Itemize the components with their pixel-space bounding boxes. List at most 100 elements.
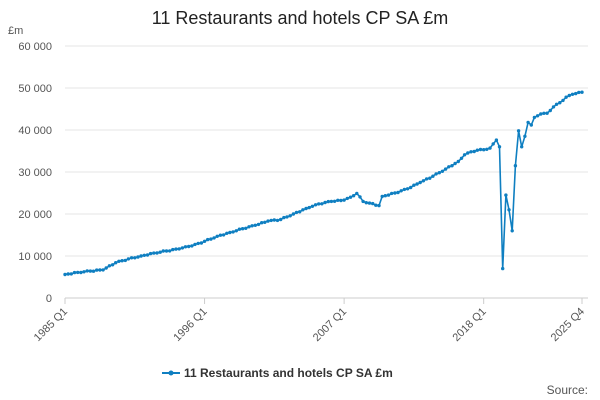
data-point <box>320 202 324 206</box>
chart-title: 11 Restaurants and hotels CP SA £m <box>152 8 449 28</box>
data-point <box>234 229 238 233</box>
data-point <box>187 244 191 249</box>
data-point <box>402 187 407 192</box>
data-point <box>386 193 391 197</box>
data-point <box>288 214 292 218</box>
data-point <box>351 194 356 198</box>
data-point <box>466 151 470 155</box>
data-point <box>88 269 93 273</box>
data-point <box>69 272 74 276</box>
data-point <box>104 266 108 270</box>
gridlines <box>65 45 588 257</box>
data-point <box>250 224 254 228</box>
data-point <box>475 148 479 152</box>
data-point <box>136 255 140 259</box>
legend-marker-icon <box>168 370 174 376</box>
y-tick-label: 40 000 <box>18 125 52 137</box>
data-point <box>317 202 321 206</box>
y-tick-label: 20 000 <box>18 209 52 221</box>
data-point <box>168 249 172 253</box>
data-point <box>545 111 549 115</box>
data-point <box>123 258 128 263</box>
data-point <box>364 201 368 205</box>
data-point <box>529 123 533 127</box>
y-tick-label: 10 000 <box>18 251 52 263</box>
data-point <box>212 236 216 240</box>
data-point <box>221 233 226 237</box>
data-point <box>177 247 181 251</box>
data-point <box>183 245 188 249</box>
data-point <box>237 227 242 231</box>
data-point <box>193 242 197 247</box>
data-point <box>260 221 264 225</box>
data-point <box>139 254 143 258</box>
data-point <box>462 153 467 157</box>
data-point <box>313 203 318 207</box>
data-point <box>405 187 410 191</box>
data-point <box>431 174 435 178</box>
data-point <box>485 147 489 151</box>
legend[interactable]: 11 Restaurants and hotels CP SA £m <box>162 366 393 380</box>
data-point <box>275 218 280 223</box>
data-point <box>244 226 248 230</box>
data-point <box>520 145 524 149</box>
data-point <box>478 147 483 152</box>
data-point <box>358 195 362 199</box>
data-point <box>342 198 346 202</box>
data-point <box>66 272 70 276</box>
data-point <box>145 253 150 257</box>
x-tick-label: 1996 Q1 <box>171 306 209 344</box>
data-point <box>554 102 559 107</box>
data-point <box>374 203 378 207</box>
data-point <box>396 190 400 195</box>
data-point <box>428 176 432 180</box>
data-point <box>501 266 505 271</box>
data-point <box>377 203 381 208</box>
data-point <box>548 108 552 113</box>
data-point <box>339 198 343 203</box>
data-point <box>310 204 315 208</box>
legend-label: 11 Restaurants and hotels CP SA £m <box>184 366 393 380</box>
data-point <box>190 244 194 248</box>
data-point <box>535 114 540 118</box>
data-point <box>497 145 502 149</box>
data-point <box>126 257 131 261</box>
data-point <box>551 105 556 109</box>
data-point <box>282 215 286 220</box>
data-point <box>298 210 302 214</box>
data-point <box>443 167 448 171</box>
data-point <box>263 220 267 224</box>
data-point <box>415 182 419 186</box>
data-point <box>513 164 518 168</box>
data-point <box>510 229 514 233</box>
data-point <box>95 268 99 272</box>
data-point <box>472 149 476 154</box>
data-point <box>580 90 584 94</box>
data-point <box>155 251 159 255</box>
data-point <box>180 246 185 250</box>
data-point <box>291 212 296 216</box>
data-point <box>161 249 165 253</box>
data-point <box>532 115 537 120</box>
data-point <box>336 198 340 202</box>
data-point <box>456 159 460 164</box>
data-point <box>329 199 334 204</box>
data-point <box>494 138 499 142</box>
data-point <box>504 193 508 197</box>
data-point <box>424 177 429 181</box>
x-tick-label: 2007 Q1 <box>311 306 349 344</box>
data-point <box>361 199 365 204</box>
data-point <box>196 241 200 246</box>
data-point <box>171 247 175 252</box>
data-point <box>79 270 83 275</box>
data-point <box>266 219 270 223</box>
data-point <box>253 223 257 227</box>
data-point <box>491 142 495 146</box>
data-point <box>561 98 565 103</box>
y-tick-label: 30 000 <box>18 167 52 179</box>
data-point <box>482 148 486 152</box>
data-point <box>332 199 337 203</box>
data-point <box>107 264 112 268</box>
plot-area <box>63 90 584 277</box>
data-point <box>348 195 353 199</box>
